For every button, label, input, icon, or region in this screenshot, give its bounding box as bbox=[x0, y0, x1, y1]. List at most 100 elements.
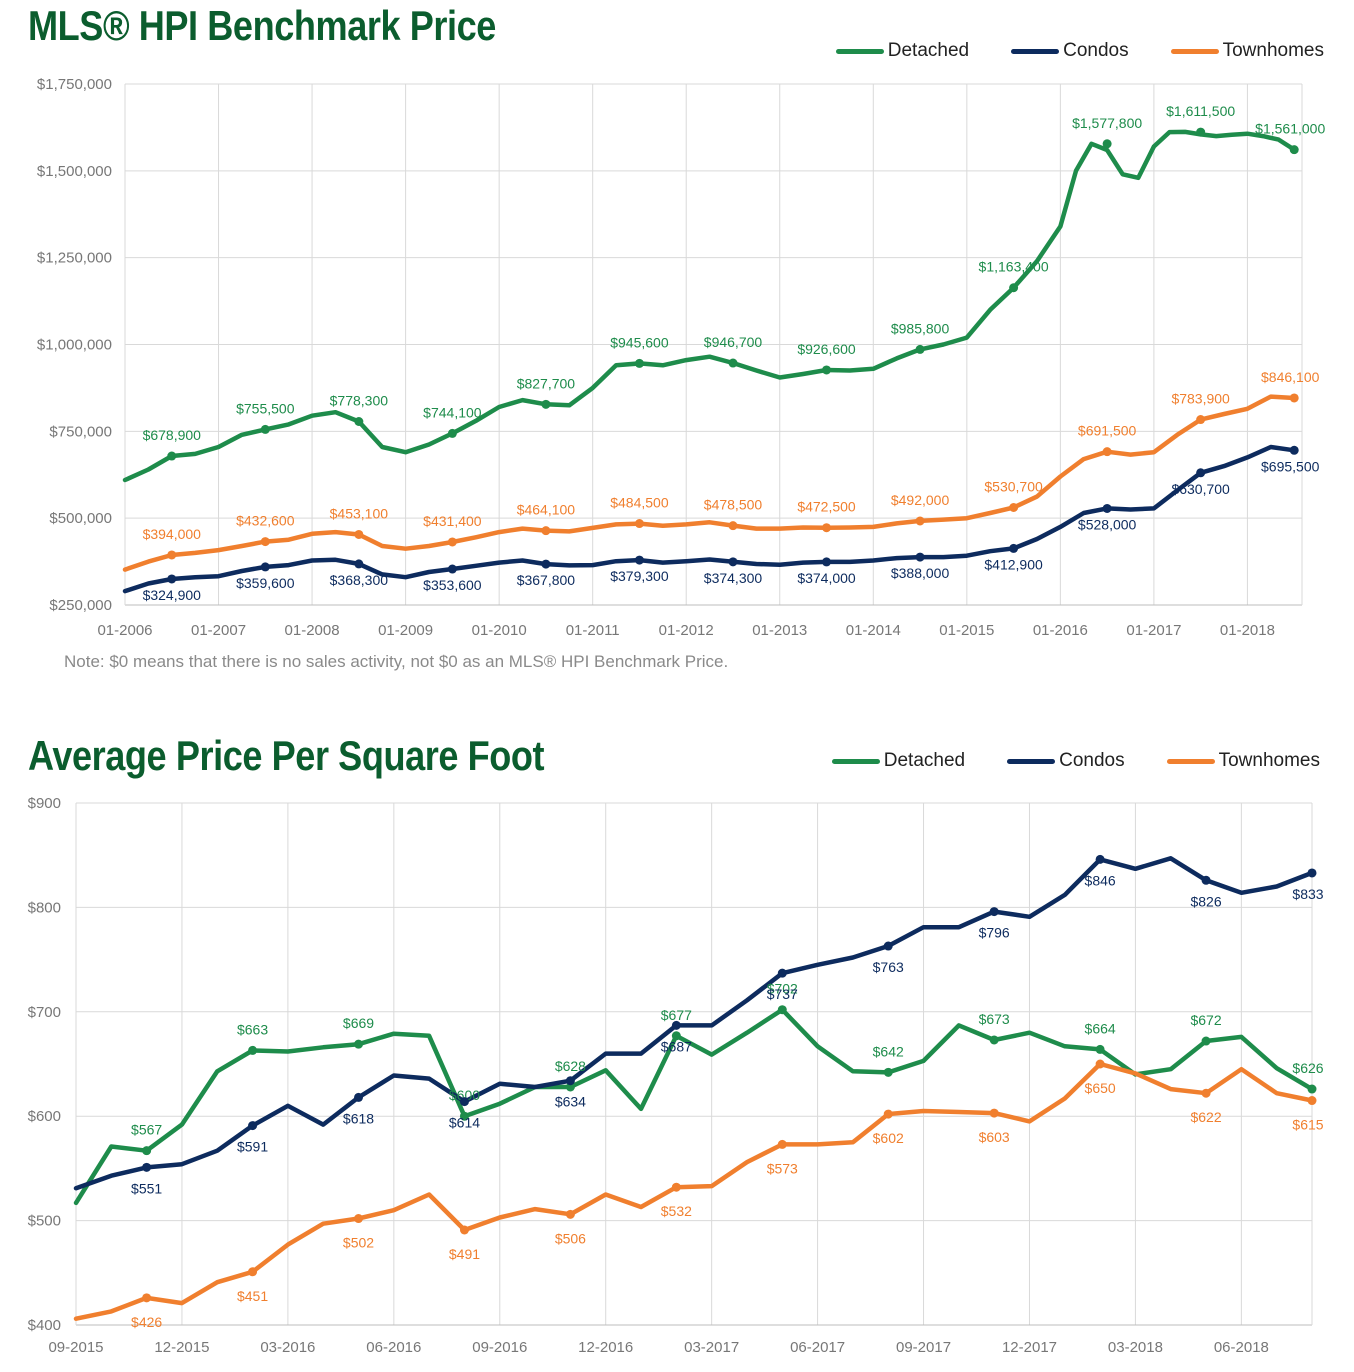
data-label-condos: $591 bbox=[237, 1139, 268, 1155]
data-label-detached: $672 bbox=[1190, 1012, 1221, 1028]
data-point-townhomes bbox=[565, 1209, 575, 1219]
data-point-condos bbox=[1201, 875, 1211, 885]
series-line-detached bbox=[122, 129, 1297, 483]
y-tick-label: $600 bbox=[28, 1108, 61, 1125]
data-point-townhomes bbox=[354, 529, 364, 539]
data-label-detached: $567 bbox=[131, 1122, 162, 1138]
data-label-townhomes: $478,500 bbox=[704, 497, 763, 513]
y-tick-label: $1,000,000 bbox=[37, 337, 112, 354]
data-point-detached bbox=[447, 428, 457, 438]
x-tick-label: 06-2018 bbox=[1214, 1339, 1269, 1356]
chart-legend: Detached Condos Townhomes bbox=[831, 750, 1320, 772]
data-label-condos: $367,800 bbox=[517, 572, 576, 588]
legend-item-condos: Condos bbox=[1011, 40, 1129, 62]
legend-label-townhomes: Townhomes bbox=[1222, 40, 1324, 61]
series-condos bbox=[73, 856, 1315, 1191]
x-tick-label: 01-2009 bbox=[378, 622, 433, 639]
data-point-detached bbox=[248, 1045, 258, 1055]
data-label-townhomes: $491 bbox=[449, 1246, 480, 1262]
data-point-condos bbox=[447, 564, 457, 574]
data-label-townhomes: $783,900 bbox=[1171, 391, 1230, 407]
x-tick-label: 01-2016 bbox=[1033, 622, 1088, 639]
price-per-sqft-chart: Average Price Per Square Foot Detached C… bbox=[0, 720, 1354, 1372]
data-point-detached bbox=[915, 344, 925, 354]
data-point-condos bbox=[915, 552, 925, 562]
data-label-detached: $673 bbox=[979, 1011, 1010, 1027]
grid bbox=[75, 802, 1313, 1326]
labels-detached: $678,900 $755,500 $778,300 $744,100 $827,700… bbox=[143, 103, 1325, 461]
data-point-detached bbox=[822, 365, 832, 375]
data-point-condos bbox=[248, 1121, 258, 1131]
legend-item-townhomes: Townhomes bbox=[1166, 750, 1320, 772]
data-point-townhomes bbox=[915, 516, 925, 526]
data-label-townhomes: $530,700 bbox=[984, 479, 1043, 495]
data-point-detached bbox=[1289, 145, 1299, 155]
legend-item-condos: Condos bbox=[1007, 750, 1125, 772]
data-label-townhomes: $484,500 bbox=[610, 495, 669, 511]
x-tick-label: 01-2011 bbox=[566, 622, 620, 639]
data-point-condos bbox=[167, 574, 177, 584]
data-label-detached: $1,561,000 bbox=[1255, 121, 1325, 137]
data-point-detached bbox=[167, 451, 177, 461]
labels-detached: $567 $663 $669 $600 $628 $677 $702 $642 $673 $664… bbox=[131, 981, 1324, 1156]
data-label-condos: $695,500 bbox=[1261, 458, 1320, 474]
data-point-condos bbox=[1095, 854, 1105, 864]
data-point-townhomes bbox=[142, 1293, 152, 1303]
data-label-townhomes: $431,400 bbox=[423, 513, 482, 529]
data-label-condos: $846 bbox=[1085, 872, 1116, 888]
data-label-townhomes: $492,000 bbox=[891, 492, 950, 508]
data-label-townhomes: $846,100 bbox=[1261, 369, 1320, 385]
data-label-detached: $946,700 bbox=[704, 334, 763, 350]
data-label-condos: $737 bbox=[767, 986, 798, 1002]
data-point-condos bbox=[565, 1076, 575, 1086]
data-label-condos: $833 bbox=[1292, 886, 1323, 902]
data-point-condos bbox=[541, 559, 551, 569]
data-label-detached: $1,163,400 bbox=[979, 259, 1049, 275]
data-label-condos: $324,900 bbox=[143, 587, 202, 603]
y-tick-label: $1,750,000 bbox=[37, 76, 112, 93]
labels-townhomes: $394,000 $432,600 $453,100 $431,400 $464,100… bbox=[143, 369, 1320, 560]
chart-title: Average Price Per Square Foot bbox=[28, 732, 545, 779]
data-point-townhomes bbox=[671, 1182, 681, 1192]
chart-title: MLS® HPI Benchmark Price bbox=[28, 2, 496, 49]
series-condos bbox=[122, 444, 1297, 594]
data-label-condos: $796 bbox=[979, 925, 1010, 941]
data-label-condos: $630,700 bbox=[1171, 481, 1230, 497]
x-tick-label: 01-2014 bbox=[846, 622, 901, 639]
data-label-condos: $634 bbox=[555, 1094, 586, 1110]
legend-label-condos: Condos bbox=[1059, 750, 1125, 771]
data-label-detached: $663 bbox=[237, 1021, 268, 1037]
legend-item-townhomes: Townhomes bbox=[1170, 40, 1324, 62]
data-label-detached: $664 bbox=[1085, 1020, 1116, 1036]
data-label-townhomes: $650 bbox=[1085, 1080, 1116, 1096]
y-tick-label: $900 bbox=[28, 795, 61, 812]
data-point-townhomes bbox=[1307, 1096, 1317, 1106]
x-tick-label: 01-2012 bbox=[659, 622, 714, 639]
chart-legend: Detached Condos Townhomes bbox=[835, 40, 1324, 62]
data-label-detached: $778,300 bbox=[330, 393, 389, 409]
x-tick-label: 12-2015 bbox=[154, 1339, 209, 1356]
series-line-detached bbox=[73, 1007, 1315, 1206]
x-tick-label: 03-2017 bbox=[684, 1339, 739, 1356]
x-tick-label: 01-2018 bbox=[1220, 622, 1275, 639]
x-tick-label: 01-2008 bbox=[285, 622, 340, 639]
data-label-townhomes: $464,100 bbox=[517, 502, 576, 518]
data-point-townhomes bbox=[989, 1108, 999, 1118]
data-label-detached: $600 bbox=[449, 1087, 480, 1103]
data-label-detached: $1,611,500 bbox=[1166, 103, 1235, 119]
data-point-detached bbox=[1201, 1036, 1211, 1046]
legend-swatch-detached bbox=[831, 758, 880, 764]
data-label-condos: $763 bbox=[873, 959, 904, 975]
data-label-detached: $926,600 bbox=[797, 341, 856, 357]
data-point-townhomes bbox=[1196, 415, 1206, 425]
data-point-townhomes bbox=[728, 521, 738, 531]
data-label-townhomes: $573 bbox=[767, 1160, 798, 1176]
y-tick-label: $400 bbox=[28, 1317, 61, 1334]
data-label-townhomes: $506 bbox=[555, 1230, 586, 1246]
x-tick-label: 09-2017 bbox=[896, 1339, 951, 1356]
data-point-condos bbox=[354, 1092, 364, 1102]
data-point-condos bbox=[989, 907, 999, 917]
x-tick-label: 01-2006 bbox=[97, 622, 152, 639]
x-tick-label: 01-2007 bbox=[191, 622, 246, 639]
data-label-detached: $626 bbox=[1292, 1060, 1323, 1076]
